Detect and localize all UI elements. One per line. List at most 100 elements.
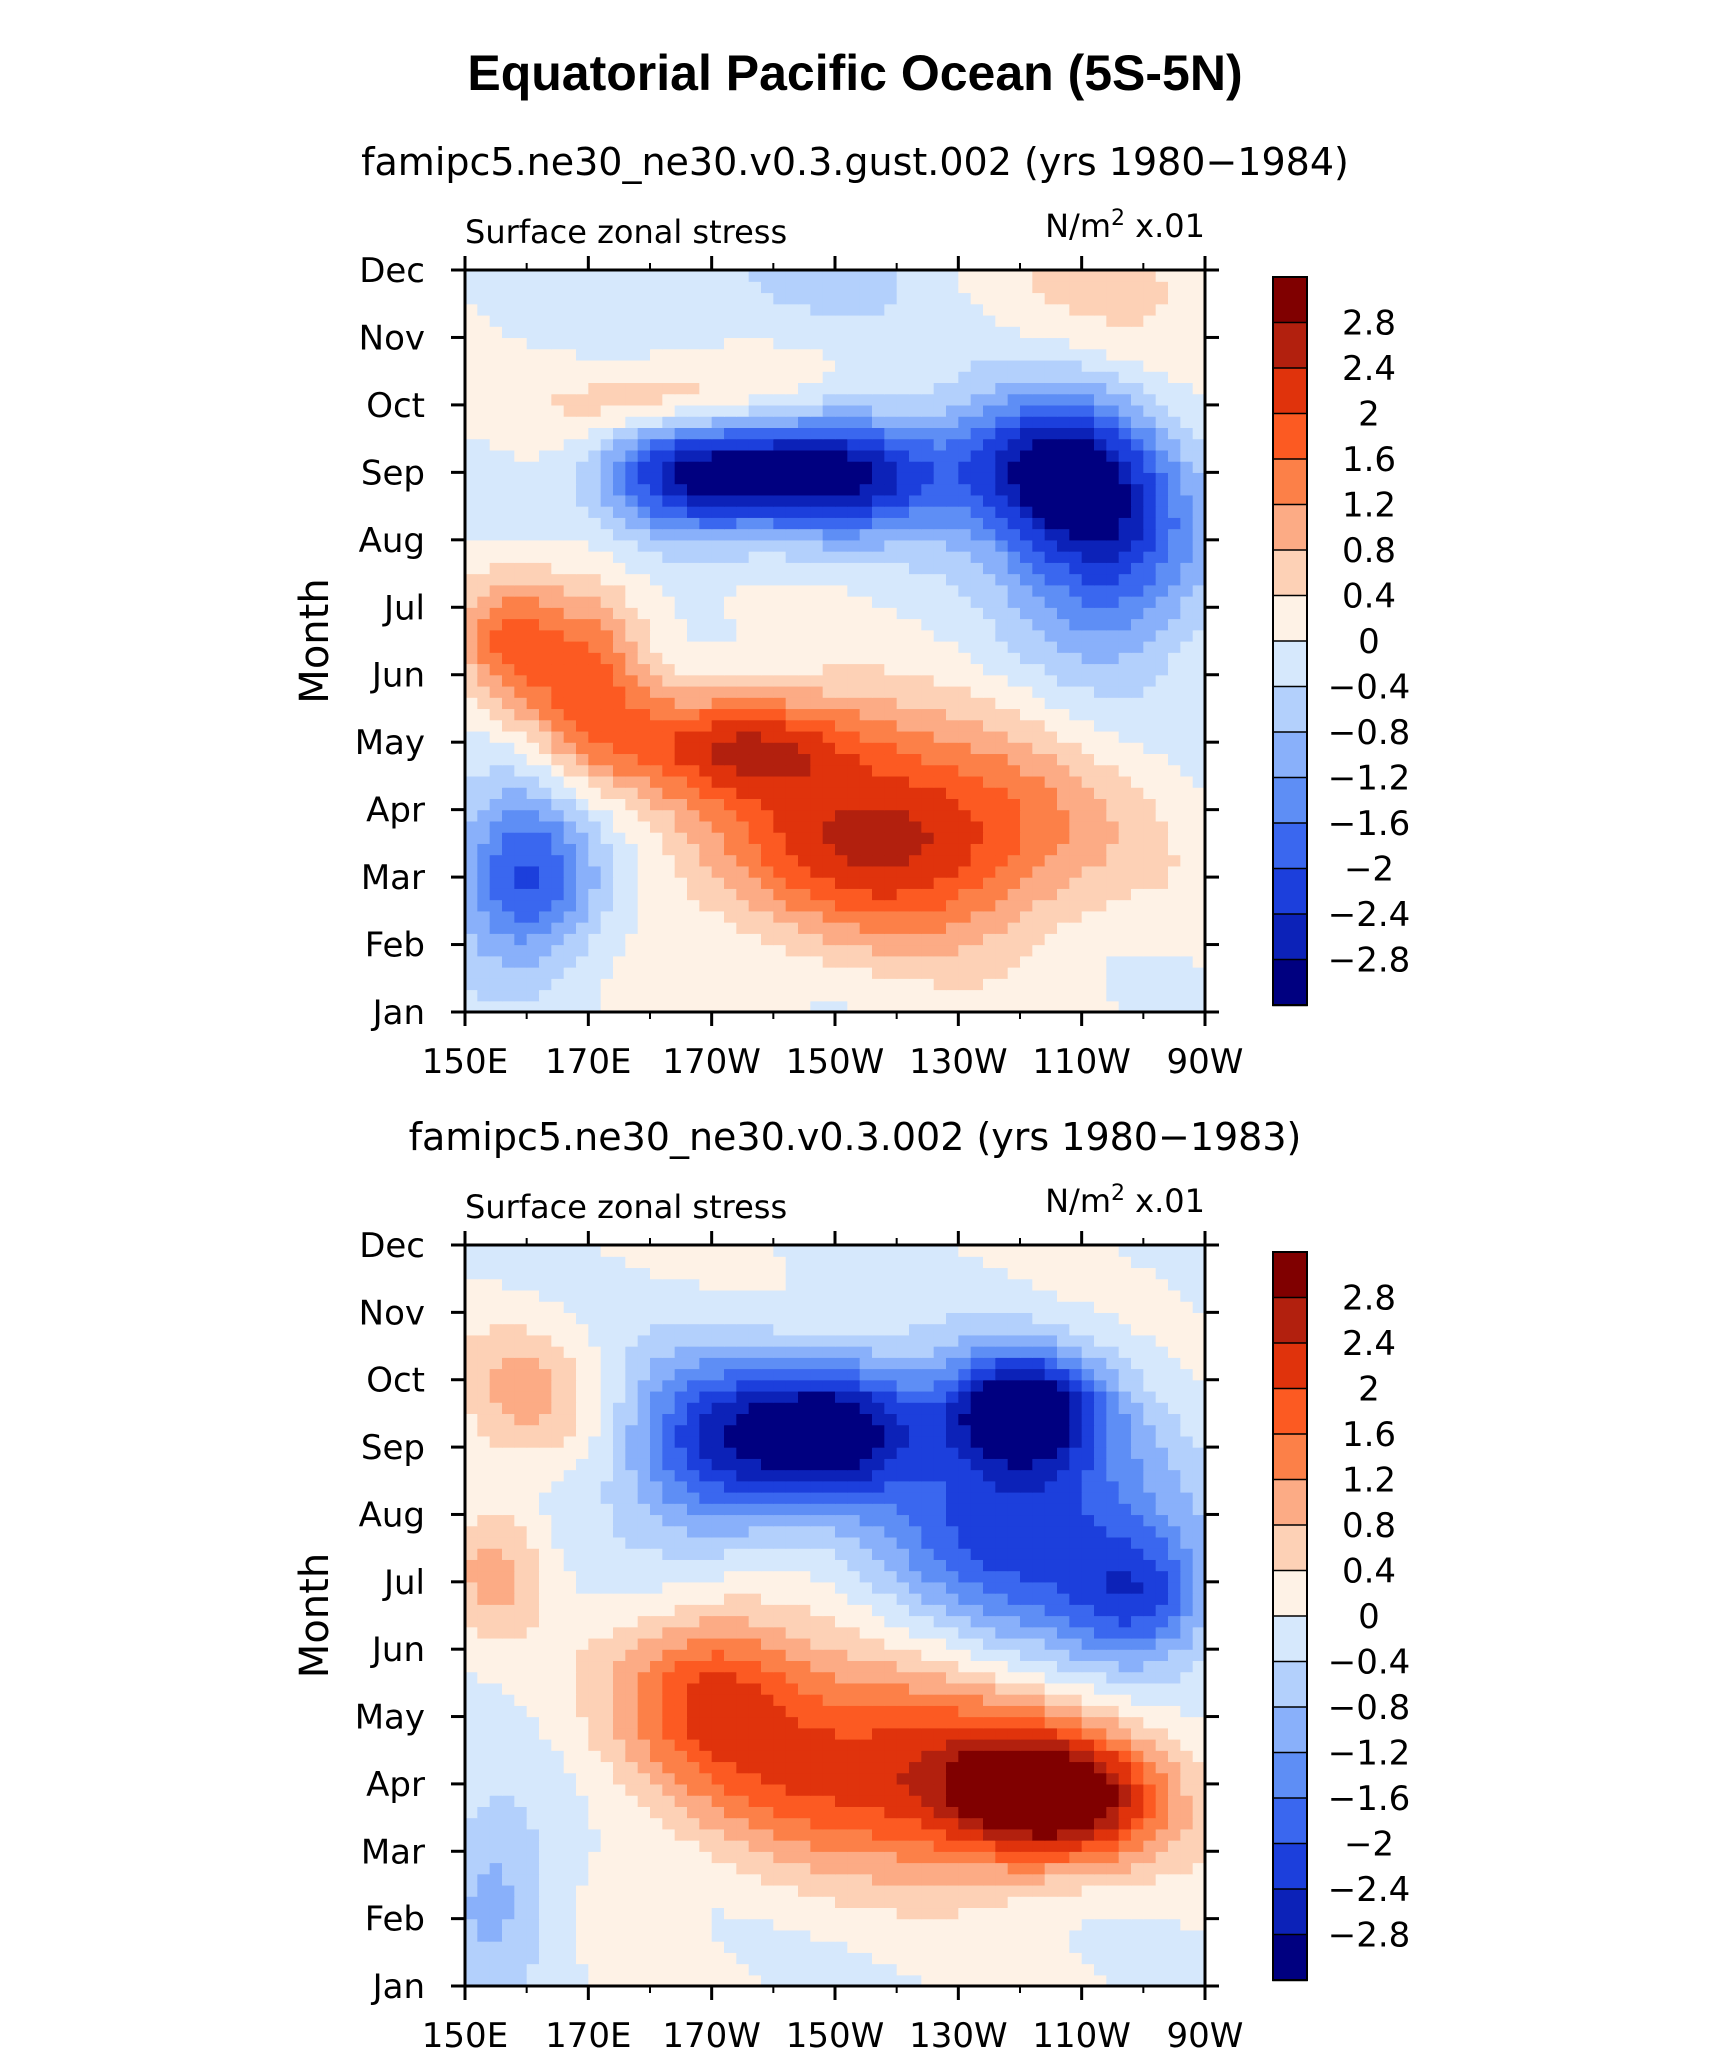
heatmap-cell [761, 888, 774, 901]
heatmap-cell [465, 719, 478, 732]
heatmap-cell [539, 573, 552, 586]
heatmap-cell [847, 877, 861, 889]
heatmap-cell [995, 517, 1009, 530]
heatmap-cell [798, 674, 811, 687]
heatmap-cell [761, 314, 774, 327]
heatmap-cell [1155, 1907, 1169, 1920]
heatmap-cell [1044, 742, 1058, 755]
heatmap-cell [514, 506, 528, 518]
heatmap-cell [736, 685, 750, 698]
heatmap-cell [835, 461, 848, 473]
heatmap-cell [933, 652, 947, 665]
heatmap-cell [489, 742, 503, 755]
heatmap-cell [1106, 629, 1120, 642]
heatmap-cell [1131, 641, 1144, 653]
heatmap-cell [798, 472, 811, 485]
heatmap-cell [1131, 438, 1144, 451]
heatmap-cell [970, 967, 984, 979]
heatmap-cell [1057, 1896, 1070, 1909]
heatmap-cell [489, 820, 503, 833]
heatmap-cell [822, 697, 836, 710]
heatmap-cell [551, 371, 565, 384]
heatmap-cell [933, 483, 947, 496]
heatmap-cell [563, 1929, 577, 1942]
heatmap-cell [921, 697, 935, 710]
heatmap-cell [1094, 955, 1107, 968]
heatmap-cell [1057, 337, 1070, 350]
heatmap-cell [625, 820, 639, 833]
heatmap-cell [502, 933, 515, 946]
heatmap-cell [1192, 314, 1205, 327]
heatmap-cell [613, 1828, 626, 1841]
colorbar-label: −2.4 [1328, 895, 1411, 935]
heatmap-cell [773, 753, 787, 766]
heatmap-cell [489, 865, 503, 878]
heatmap-cell [1155, 865, 1169, 878]
heatmap-cell [1057, 607, 1070, 620]
heatmap-cell [526, 1851, 540, 1864]
heatmap-cell [502, 1806, 515, 1819]
heatmap-cell [588, 775, 602, 788]
heatmap-cell [711, 978, 725, 991]
heatmap-cell [958, 865, 972, 878]
heatmap-cell [1106, 820, 1120, 833]
heatmap-cell [785, 641, 799, 653]
heatmap-cell [563, 337, 577, 350]
heatmap-cell [1118, 1907, 1132, 1920]
heatmap-cell [625, 303, 639, 316]
heatmap-cell [699, 730, 713, 743]
heatmap-cell [1020, 292, 1033, 305]
heatmap-cell [1057, 404, 1070, 417]
heatmap-cell [859, 382, 873, 395]
heatmap-cell [1094, 596, 1107, 608]
heatmap-cell [983, 337, 996, 350]
heatmap-cell [983, 910, 996, 923]
heatmap-cell [946, 730, 959, 743]
heatmap-cell [563, 584, 577, 597]
heatmap-cell [933, 1840, 947, 1852]
heatmap-cell [1044, 438, 1058, 451]
heatmap-cell [1094, 1907, 1107, 1920]
heatmap-cell [1020, 1873, 1033, 1886]
heatmap-cell [970, 1817, 984, 1830]
heatmap-cell [859, 685, 873, 698]
heatmap-cell [1069, 1896, 1083, 1909]
heatmap-cell [1032, 1873, 1046, 1886]
heatmap-cell [921, 888, 935, 901]
heatmap-cell [958, 832, 972, 844]
heatmap-cell [909, 427, 922, 440]
heatmap-cell [1094, 652, 1107, 665]
heatmap-cell [1155, 1840, 1169, 1852]
heatmap-cell [921, 270, 935, 282]
heatmap-cell [1044, 528, 1058, 541]
heatmap-cell [1094, 1974, 1107, 1986]
heatmap-cell [687, 494, 700, 507]
heatmap-cell [1081, 427, 1095, 440]
heatmap-cell [921, 1929, 935, 1942]
heatmap-cell [1057, 719, 1070, 732]
heatmap-cell [884, 438, 898, 451]
heatmap-cell [995, 652, 1009, 665]
heatmap-cell [785, 596, 799, 608]
heatmap-cell [1180, 730, 1194, 743]
heatmap-cell [1168, 573, 1181, 586]
heatmap-cell [835, 629, 848, 642]
heatmap-cell [687, 326, 700, 339]
heatmap-cell [946, 899, 959, 912]
heatmap-cell [736, 1918, 750, 1931]
heatmap-cell [970, 865, 984, 878]
heatmap-cell [1057, 281, 1070, 294]
heatmap-cell [884, 1817, 898, 1830]
heatmap-cell [1192, 618, 1205, 631]
heatmap-cell [958, 1896, 972, 1909]
heatmap-cell [1069, 753, 1083, 766]
heatmap-cell [1020, 281, 1033, 294]
heatmap-cell [933, 832, 947, 844]
heatmap-cell [921, 944, 935, 957]
heatmap-cell [613, 461, 626, 473]
heatmap-cell [970, 820, 984, 833]
heatmap-cell [613, 641, 626, 653]
heatmap-cell [539, 697, 552, 710]
heatmap-cell [724, 618, 737, 631]
heatmap-cell [662, 989, 676, 1002]
